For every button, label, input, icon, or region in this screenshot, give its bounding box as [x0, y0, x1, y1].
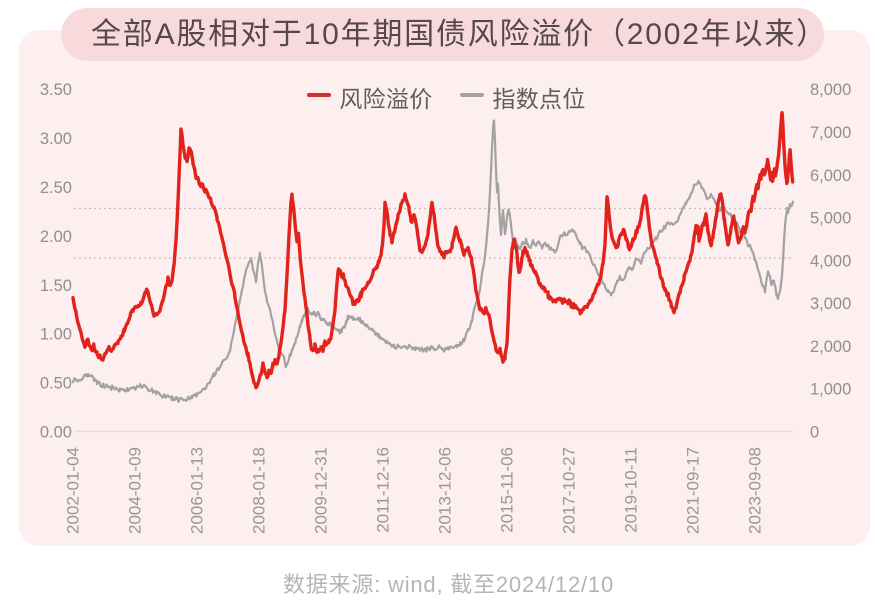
svg-text:1.50: 1.50: [40, 277, 72, 295]
svg-text:2004-01-09: 2004-01-09: [125, 447, 144, 534]
svg-text:2006-01-13: 2006-01-13: [187, 447, 206, 534]
svg-text:2023-09-08: 2023-09-08: [745, 447, 764, 534]
svg-text:3,000: 3,000: [810, 295, 851, 313]
svg-text:2017-10-27: 2017-10-27: [559, 447, 578, 534]
svg-text:8,000: 8,000: [810, 81, 851, 99]
svg-text:2008-01-18: 2008-01-18: [249, 447, 268, 534]
svg-text:2011-12-16: 2011-12-16: [373, 447, 392, 533]
svg-text:2002-01-04: 2002-01-04: [63, 447, 82, 534]
svg-text:2.00: 2.00: [40, 228, 72, 246]
svg-text:0.50: 0.50: [40, 375, 72, 393]
svg-text:0: 0: [810, 424, 819, 442]
svg-text:1.00: 1.00: [40, 326, 72, 344]
svg-text:6,000: 6,000: [810, 167, 851, 185]
svg-text:7,000: 7,000: [810, 124, 851, 142]
svg-text:2,000: 2,000: [810, 338, 851, 356]
svg-text:0.00: 0.00: [40, 424, 72, 442]
svg-text:2009-12-31: 2009-12-31: [311, 447, 330, 534]
svg-text:2015-11-06: 2015-11-06: [497, 447, 516, 533]
svg-text:5,000: 5,000: [810, 210, 851, 228]
svg-text:4,000: 4,000: [810, 252, 851, 270]
svg-text:3.00: 3.00: [40, 130, 72, 148]
svg-text:2019-10-11: 2019-10-11: [621, 447, 640, 533]
svg-text:1,000: 1,000: [810, 381, 851, 399]
svg-text:2013-12-06: 2013-12-06: [435, 447, 454, 534]
svg-text:2.50: 2.50: [40, 179, 72, 197]
svg-text:3.50: 3.50: [40, 81, 72, 99]
svg-text:2021-09-17: 2021-09-17: [683, 447, 702, 534]
